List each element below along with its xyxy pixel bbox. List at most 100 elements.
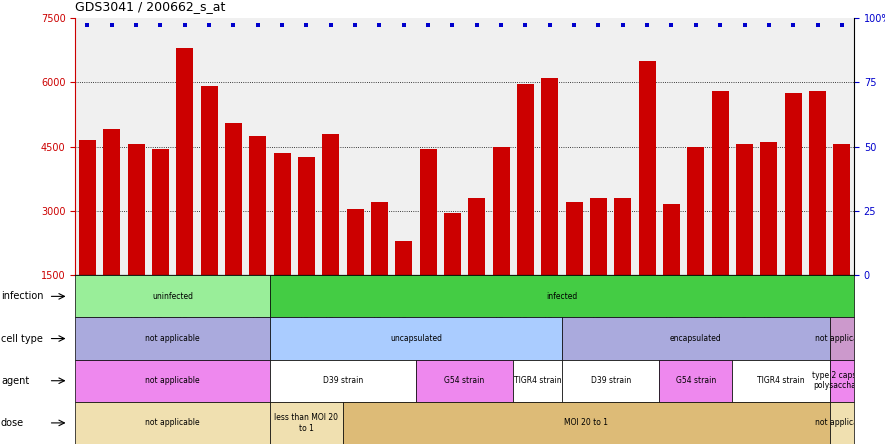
Point [373,22,387,29]
Text: cell type: cell type [1,333,42,344]
Point [811,22,825,29]
Bar [830,317,854,360]
Point [104,22,119,29]
Bar [270,317,562,360]
Bar [830,360,854,402]
Point [396,22,411,29]
Bar [270,402,343,444]
Bar [659,360,732,402]
Point [737,22,751,29]
Bar [75,275,270,317]
Point [348,22,362,29]
Bar [273,153,290,275]
Text: G54 strain: G54 strain [444,376,485,385]
Bar [444,213,461,275]
Text: TIGR4 strain: TIGR4 strain [758,376,804,385]
Point [227,22,241,29]
Bar [736,144,753,275]
Bar [562,317,830,360]
Text: D39 strain: D39 strain [323,376,363,385]
Bar [152,149,169,275]
Bar [347,209,364,275]
Point [153,22,167,29]
Text: G54 strain: G54 strain [676,376,716,385]
Bar [733,360,830,402]
Bar [79,140,96,275]
Point [324,22,338,29]
Bar [250,136,266,275]
Text: MOI 20 to 1: MOI 20 to 1 [565,418,608,428]
Bar [75,317,270,360]
Point [81,22,95,29]
Point [250,22,265,29]
Bar [712,91,728,275]
Point [275,22,289,29]
Text: encapsulated: encapsulated [670,334,721,343]
Bar [419,149,436,275]
Bar [343,402,830,444]
Point [299,22,313,29]
Point [786,22,800,29]
Text: infected: infected [546,292,578,301]
Text: TIGR4 strain: TIGR4 strain [514,376,561,385]
Bar [176,48,193,275]
Bar [75,360,270,402]
Bar [75,402,270,444]
Text: not applicable: not applicable [145,376,200,385]
Bar [416,360,513,402]
Point [762,22,776,29]
Bar [688,147,704,275]
Point [591,22,605,29]
Point [129,22,143,29]
Bar [830,402,854,444]
Text: not applicable: not applicable [145,418,200,428]
Bar [566,202,582,275]
Point [567,22,581,29]
Point [543,22,557,29]
Text: GDS3041 / 200662_s_at: GDS3041 / 200662_s_at [75,0,226,13]
Point [470,22,484,29]
Text: less than MOI 20
to 1: less than MOI 20 to 1 [274,413,338,432]
Text: not applicable: not applicable [145,334,200,343]
Bar [468,198,485,275]
Text: agent: agent [1,376,29,386]
Point [421,22,435,29]
Bar [663,204,680,275]
Bar [834,144,850,275]
Point [519,22,533,29]
Bar [809,91,826,275]
Bar [225,123,242,275]
Text: D39 strain: D39 strain [590,376,631,385]
Text: uncapsulated: uncapsulated [390,334,442,343]
Point [494,22,508,29]
Point [178,22,192,29]
Text: dose: dose [1,418,24,428]
Bar [517,84,534,275]
Bar [396,241,412,275]
Bar [270,360,416,402]
Bar [371,202,388,275]
Bar [201,87,218,275]
Text: infection: infection [1,291,43,301]
Bar [270,275,854,317]
Point [445,22,459,29]
Bar [322,134,339,275]
Text: uninfected: uninfected [152,292,193,301]
Text: not applicable: not applicable [814,334,869,343]
Bar [760,142,777,275]
Bar [785,93,802,275]
Point [835,22,849,29]
Point [640,22,654,29]
Text: type 2 capsular
polysaccharide: type 2 capsular polysaccharide [812,371,872,390]
Bar [127,144,144,275]
Bar [562,360,659,402]
Bar [104,129,120,275]
Bar [542,78,558,275]
Point [689,22,703,29]
Bar [493,147,510,275]
Bar [590,198,607,275]
Point [713,22,727,29]
Point [665,22,679,29]
Text: not applicable: not applicable [814,418,869,428]
Bar [513,360,562,402]
